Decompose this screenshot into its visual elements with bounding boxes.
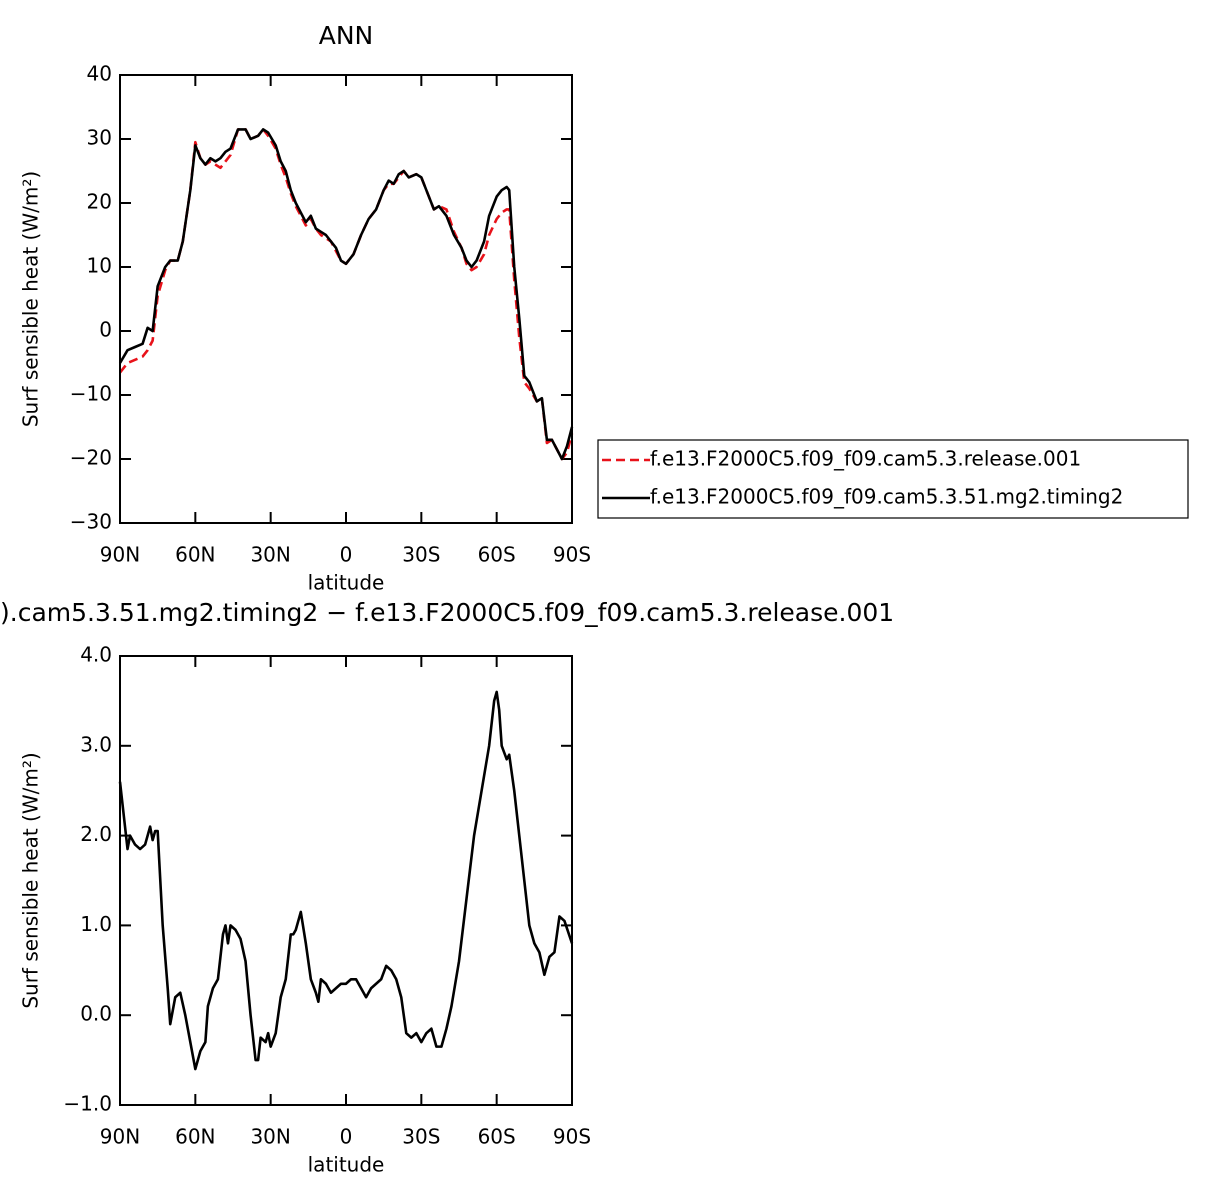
y-tick-label: 10 [87,254,112,278]
y-tick-label: 2.0 [80,822,112,846]
legend-box [597,439,1189,519]
y-axis-label: Surf sensible heat (W/m²) [19,171,43,427]
x-axis-label: latitude [308,1153,385,1177]
data-line [118,690,574,1071]
y-tick-label: 4.0 [80,643,112,667]
y-tick-label: 0.0 [80,1002,112,1026]
x-tick-label: 60N [175,1125,215,1149]
x-tick-label: 90S [553,1125,591,1149]
x-tick-label: 60S [478,543,516,567]
x-tick-label: 30N [250,1125,290,1149]
y-tick-label: 3.0 [80,732,112,756]
y-tick-label: −30 [70,510,112,534]
x-tick-label: 90S [553,543,591,567]
x-tick-label: 90N [100,1125,140,1149]
x-tick-label: 30S [402,1125,440,1149]
chart-title: ).cam5.3.51.mg2.timing2 − f.e13.F2000C5.… [0,598,894,627]
legend-label: f.e13.F2000C5.f09_f09.cam5.3.release.001 [650,447,1081,471]
x-tick-label: 30S [402,543,440,567]
x-tick-label: 0 [340,543,353,567]
y-axis-label: Surf sensible heat (W/m²) [19,752,43,1008]
y-tick-label: 20 [87,190,112,214]
y-tick-label: 30 [87,126,112,150]
legend-label: f.e13.F2000C5.f09_f09.cam5.3.51.mg2.timi… [650,485,1123,509]
y-tick-label: 1.0 [80,912,112,936]
data-line [118,128,574,461]
x-tick-label: 60N [175,543,215,567]
x-tick-label: 60S [478,1125,516,1149]
y-tick-label: 0 [99,318,112,342]
y-tick-label: 40 [87,62,112,86]
x-tick-label: 0 [340,1125,353,1149]
x-tick-label: 90N [100,543,140,567]
chart-title: ANN [319,21,374,50]
y-tick-label: −1.0 [63,1092,112,1116]
x-tick-label: 30N [250,543,290,567]
plot-frame [119,74,573,524]
y-tick-label: −20 [70,446,112,470]
data-line [118,128,574,461]
y-tick-label: −10 [70,382,112,406]
x-axis-label: latitude [308,571,385,595]
plot-frame [119,655,573,1106]
